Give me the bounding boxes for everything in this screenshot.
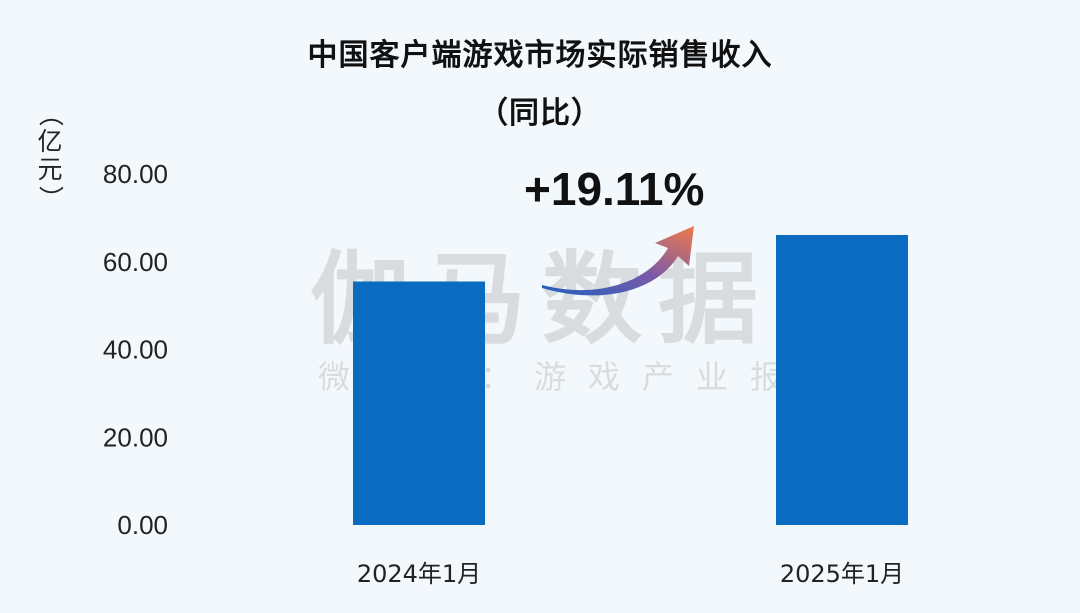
- bar: [353, 281, 485, 525]
- x-category-label: 2025年1月: [780, 560, 904, 588]
- y-axis-unit-label: （ 亿 元 ）: [34, 100, 66, 212]
- y-tick-label: 80.00: [103, 159, 168, 189]
- y-tick-label: 60.00: [103, 247, 168, 277]
- growth-arrow-icon: [542, 226, 694, 296]
- y-tick-label: 0.00: [117, 510, 168, 540]
- chart-title: 中国客户端游戏市场实际销售收入: [307, 38, 773, 73]
- y-tick-label: 40.00: [103, 335, 168, 365]
- unit-char-yi: 亿: [37, 127, 63, 156]
- unit-char-yuan: 元: [37, 155, 63, 184]
- y-tick-label: 20.00: [103, 422, 168, 452]
- x-category-label: 2024年1月: [357, 560, 481, 588]
- chart-subtitle: （同比）: [478, 96, 602, 131]
- bar: [776, 234, 908, 525]
- growth-rate-label: +19.11%: [524, 163, 705, 215]
